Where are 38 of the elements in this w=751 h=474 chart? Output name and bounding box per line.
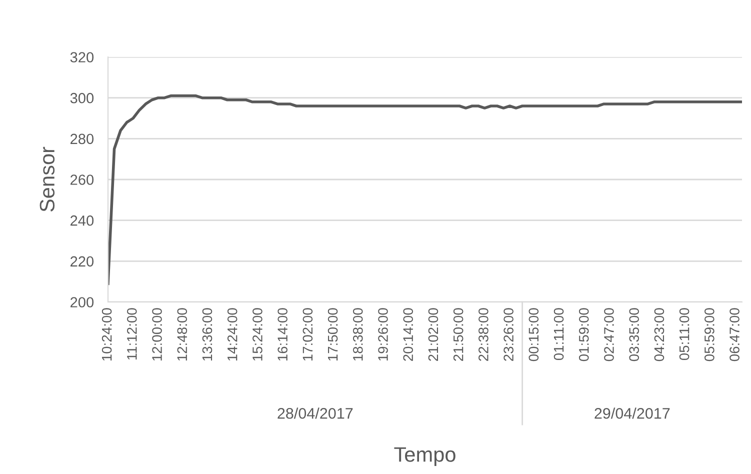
y-tick-label: 200 [70, 297, 94, 308]
x-tick-label: 05:11:00 [679, 308, 690, 360]
x-tick-label: 12:48:00 [177, 308, 188, 361]
x-tick-label: 10:24:00 [102, 308, 112, 361]
x-tick-label: 17:02:00 [302, 308, 313, 361]
line-series [108, 94, 742, 286]
x-tick-label: 23:26:00 [504, 308, 514, 361]
x-tick-label: 01:11:00 [554, 308, 564, 360]
x-tick-label: 16:14:00 [278, 308, 288, 361]
x-tick-label: 20:14:00 [403, 308, 414, 361]
x-tick-label: 21:02:00 [428, 308, 438, 361]
x-tick-label: 04:23:00 [654, 308, 664, 362]
x-tick-label: 19:26:00 [378, 308, 388, 361]
y-tick-label: 280 [70, 134, 94, 144]
x-tick-label: 18:38:00 [352, 308, 363, 361]
x-tick-label: 15:24:00 [252, 308, 262, 361]
y-axis-title: Sensor [40, 146, 55, 212]
text: 29/04/2017 [594, 408, 670, 419]
x-tick-label: 02:47:00 [604, 308, 614, 362]
x-tick-label: 01:59:00 [578, 308, 589, 362]
x-tick-label: 06:47:00 [730, 308, 740, 362]
x-tick-label: 21:50:00 [453, 308, 464, 361]
x-tick-label: 00:15:00 [528, 308, 539, 362]
y-tick-label: 240 [70, 215, 94, 226]
x-axis-title: Tempo [394, 447, 456, 466]
y-tick-label: 260 [70, 174, 94, 185]
x-tick-label: 05:59:00 [704, 308, 714, 362]
y-tick-label: 320 [70, 52, 94, 62]
y-tick-label: 300 [70, 92, 94, 104]
text: 28/04/2017 [278, 408, 353, 419]
x-tick-label: 11:12:00 [127, 308, 137, 360]
x-tick-label: 17:50:00 [328, 308, 338, 361]
x-tick-label: 13:36:00 [202, 308, 212, 361]
x-tick-label: 03:35:00 [629, 308, 640, 362]
x-tick-label: 12:00:00 [152, 308, 162, 361]
x-tick-label: 22:38:00 [478, 308, 488, 361]
x-tick-label: 14:24:00 [227, 308, 238, 361]
y-tick-label: 220 [70, 256, 94, 267]
